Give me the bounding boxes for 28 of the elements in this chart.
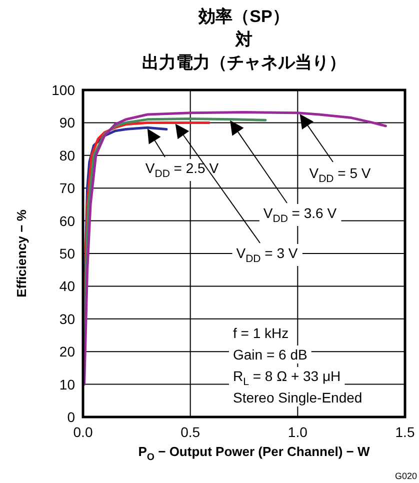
y-tick-label: 10 [59, 376, 76, 392]
annotation: Gain = 6 dB [233, 346, 308, 362]
line-series [83, 110, 387, 386]
y-tick-label: 50 [59, 246, 76, 262]
x-axis-title: P$_{O}$ − Output Power (Per Channel) − W [138, 444, 370, 463]
text: V$_{DD}$ = 2.5 V [145, 160, 220, 180]
y-tick-label: 0 [67, 409, 76, 425]
y-tick-label: 80 [59, 147, 76, 164]
annotation: R$_{L}$ = 8 Ω + 33 μH [233, 368, 341, 388]
y-axis-title: Efficiency − % [14, 209, 29, 298]
annotation: f = 1 kHz [233, 325, 289, 341]
y-tick-label: 20 [59, 344, 76, 360]
y-tick-label: 100 [52, 82, 76, 98]
y-tick-label: 90 [59, 114, 76, 131]
x-tick-label: 0.5 [180, 424, 200, 440]
x-tick-label: 0.0 [73, 424, 93, 440]
text: G020 [394, 471, 417, 481]
y-tick-label: 40 [59, 278, 76, 294]
text: V$_{DD}$ = 3.6 V [263, 205, 338, 225]
y-tick-label: 60 [59, 212, 76, 229]
annotation: Stereo Single-Ended [233, 390, 362, 406]
x-tick-label: 1.0 [288, 424, 308, 440]
text: V$_{DD}$ = 5 V [309, 165, 372, 185]
y-tick-label: 30 [59, 310, 76, 327]
y-tick-label: 70 [59, 180, 76, 196]
x-tick-label: 1.5 [395, 424, 415, 440]
text: V$_{DD}$ = 3 V [236, 245, 298, 265]
chart-title: 効率（SP）対出力電力（チャネル当り） [142, 7, 346, 72]
